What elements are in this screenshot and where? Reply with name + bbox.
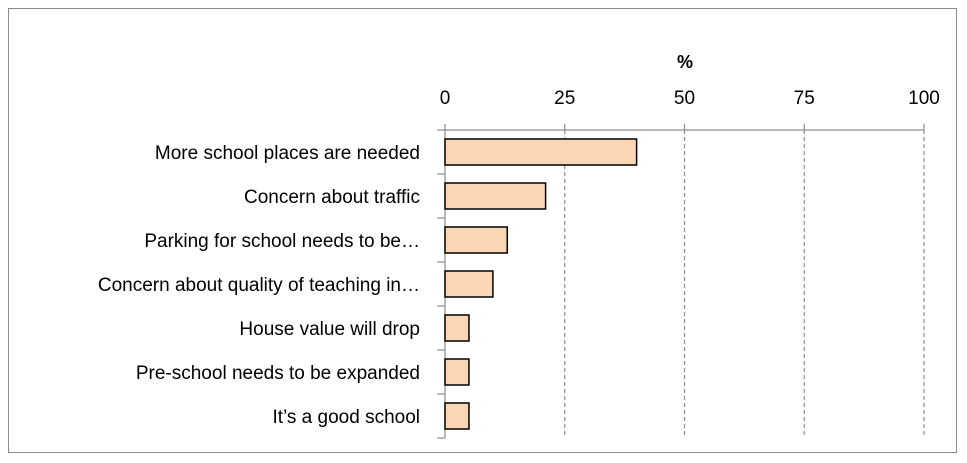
bar	[444, 270, 494, 298]
category-label: Concern about traffic	[244, 187, 420, 208]
bar	[444, 182, 547, 210]
bar	[444, 402, 470, 430]
x-tick-label: 100	[908, 88, 940, 109]
category-label: House value will drop	[239, 319, 420, 340]
x-tick-label: 25	[554, 88, 575, 109]
x-tick-label: 75	[794, 88, 815, 109]
category-label: It’s a good school	[272, 407, 420, 428]
category-label: More school places are needed	[155, 143, 420, 164]
bar	[444, 226, 509, 254]
bar	[444, 314, 470, 342]
category-label: Pre-school needs to be expanded	[136, 363, 420, 384]
category-label: Parking for school needs to be…	[144, 231, 420, 252]
bar	[444, 138, 638, 166]
x-tick-label: 50	[674, 88, 695, 109]
bar	[444, 358, 470, 386]
category-label: Concern about quality of teaching in…	[98, 275, 420, 296]
axis-unit-label: %	[677, 52, 693, 72]
x-tick-label: 0	[440, 88, 451, 109]
